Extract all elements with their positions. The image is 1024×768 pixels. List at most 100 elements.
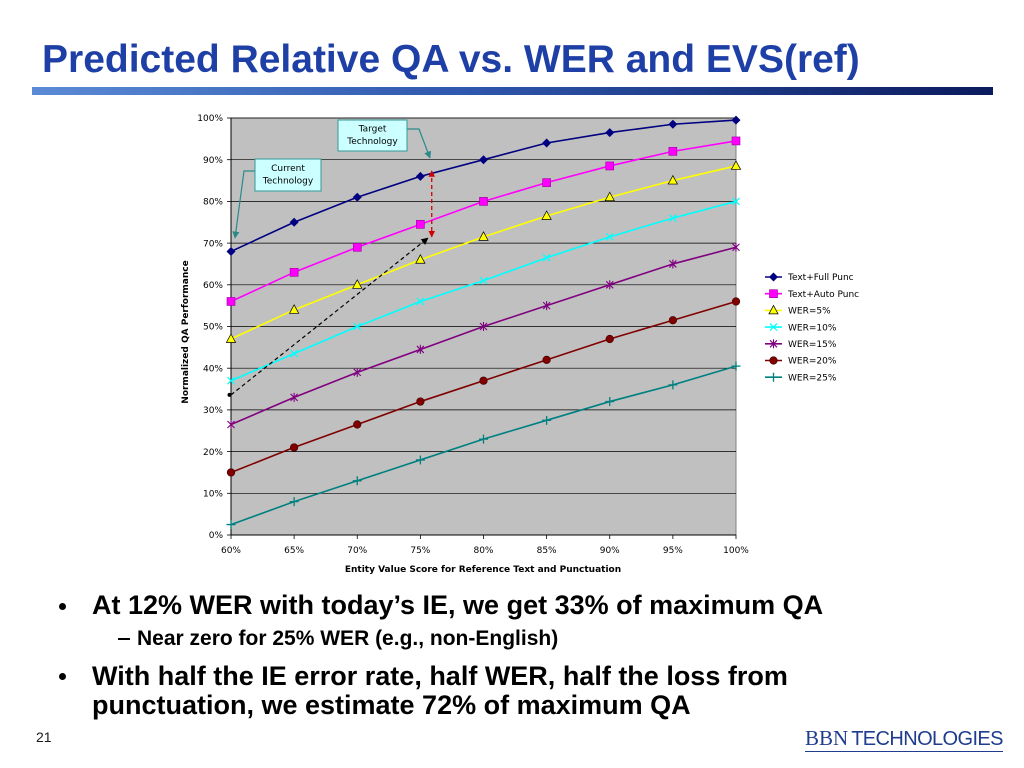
data-marker (227, 376, 235, 385)
x-axis-title: Entity Value Score for Reference Text an… (345, 565, 621, 575)
logo-underline (805, 751, 1003, 752)
legend-marker (769, 323, 778, 332)
legend-entry: WER=10% (765, 323, 837, 333)
slide-title: Predicted Relative QA vs. WER and EVS(re… (42, 38, 860, 81)
legend-marker (769, 372, 778, 382)
bullet-text: At 12% WER with today’s IE, we get 33% o… (92, 590, 824, 620)
y-tick-label: 100% (197, 114, 223, 124)
data-marker (353, 420, 362, 429)
data-marker (542, 138, 552, 148)
y-tick-label: 90% (203, 156, 223, 166)
data-marker (226, 246, 236, 256)
dash-bullet-icon (118, 638, 130, 640)
x-tick-label: 80% (473, 546, 493, 556)
x-tick-label: 95% (663, 546, 683, 556)
data-marker (416, 297, 425, 306)
legend-marker (769, 339, 778, 349)
data-marker (352, 242, 362, 252)
data-marker (731, 297, 741, 306)
series-layer (225, 115, 742, 530)
data-marker (353, 322, 362, 331)
current-technology-label: Technology (262, 177, 314, 187)
target-callout-pointer (407, 128, 432, 159)
data-marker (352, 279, 363, 289)
arrow-start-dot (227, 392, 232, 397)
bullet-item: With half the IE error rate, half WER, h… (59, 661, 882, 720)
y-tick-label: 40% (203, 364, 223, 374)
legend-label: Text+Auto Punc (787, 290, 859, 300)
legend-entry: WER=20% (765, 356, 837, 367)
data-marker (668, 119, 678, 129)
legend-label: WER=5% (788, 307, 831, 317)
data-marker (479, 376, 488, 385)
page-number: 21 (36, 729, 52, 745)
y-tick-label: 70% (203, 239, 223, 249)
tick-label-layer: 0% 10% 20% 30% 40% 50% 60% 70% 80% 90% 100% 60% 65% 7… (197, 114, 749, 556)
data-marker (289, 497, 299, 507)
legend-marker (769, 289, 778, 299)
legend-entry: WER=15% (765, 339, 837, 350)
data-marker (415, 171, 425, 181)
data-marker (732, 242, 740, 252)
y-tick-label: 60% (203, 281, 223, 291)
data-marker (542, 253, 551, 262)
legend-label: Text+Full Punc (787, 273, 854, 283)
data-marker (352, 476, 362, 486)
data-marker (542, 415, 552, 425)
data-marker (541, 210, 552, 220)
logo-technologies: TECHNOLOGIES (851, 728, 1003, 750)
x-tick-label: 65% (284, 546, 304, 556)
x-tick-label: 75% (410, 546, 430, 556)
target-technology-box (337, 119, 408, 152)
data-marker (478, 231, 489, 241)
company-logo: BBN TECHNOLOGIES (805, 726, 1004, 753)
x-tick-label: 60% (221, 546, 241, 556)
current-technology-label: Current (271, 164, 305, 174)
current-technology-box (254, 158, 322, 192)
data-marker (479, 434, 488, 444)
data-marker (668, 147, 678, 156)
legend-marker (769, 356, 778, 365)
target-technology-label: Technology (346, 137, 398, 147)
data-marker (289, 267, 299, 277)
qa-vs-evs-line-chart: Target Technology Current Technology 0% 10% 2… (181, 114, 859, 575)
y-tick-label: 0% (209, 531, 224, 541)
data-marker (605, 161, 615, 171)
data-marker (731, 361, 741, 371)
sub-bullet-item: Near zero for 25% WER (e.g., non-English… (118, 627, 558, 651)
target-technology-label: Target (358, 125, 387, 135)
x-tick-label: 90% (600, 546, 620, 556)
data-marker (667, 174, 679, 185)
data-marker (479, 155, 488, 165)
data-marker (415, 254, 426, 264)
data-marker (605, 334, 614, 344)
x-tick-label: 85% (537, 546, 557, 556)
data-marker (605, 232, 614, 241)
y-tick-label: 20% (203, 448, 223, 458)
data-marker (605, 397, 615, 407)
bullet-text: With half the IE error rate, half WER, h… (92, 661, 788, 720)
data-marker (416, 220, 425, 229)
data-marker (415, 455, 425, 465)
data-marker (226, 520, 236, 530)
data-marker (225, 333, 237, 343)
data-marker (479, 322, 488, 331)
legend-marker (768, 304, 779, 315)
data-marker (289, 217, 299, 227)
data-marker (479, 276, 488, 285)
data-marker (605, 280, 614, 290)
title-underline-bar (32, 87, 993, 95)
y-tick-label: 50% (203, 323, 223, 333)
legend-entry: Text+Auto Punc (765, 289, 859, 300)
current-callout-pointer (232, 170, 255, 239)
data-marker (731, 136, 741, 146)
data-marker (668, 316, 677, 325)
legend-label: WER=15% (788, 340, 837, 350)
y-tick-label: 10% (203, 490, 223, 500)
data-marker (226, 297, 236, 306)
data-marker (227, 419, 235, 429)
data-marker (290, 392, 299, 402)
data-marker (542, 355, 551, 364)
legend-entry: WER=5% (765, 304, 831, 317)
data-marker (731, 115, 741, 125)
